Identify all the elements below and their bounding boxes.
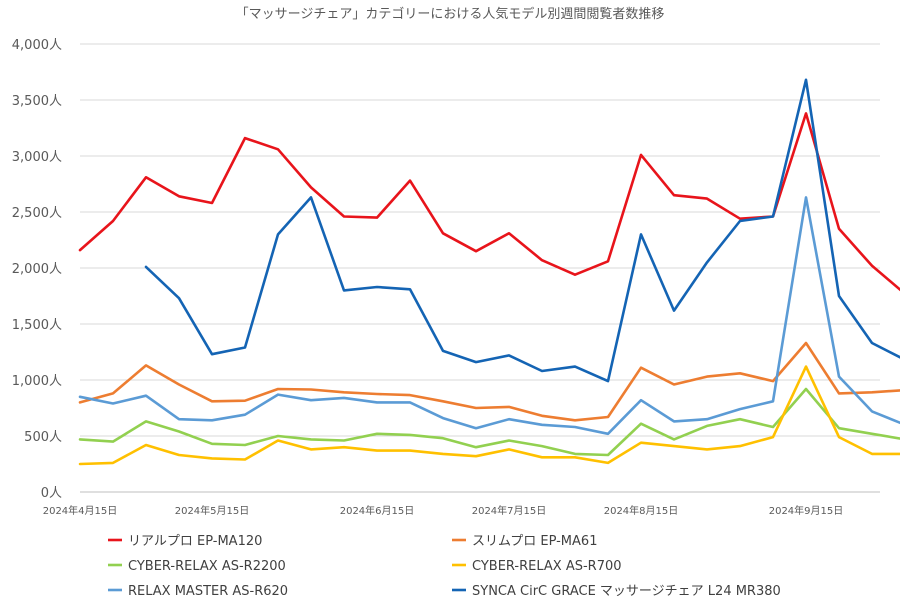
legend-label: リアルプロ EP-MA120 [128, 534, 262, 549]
y-tick-label: 3,000人 [12, 150, 62, 165]
series-line-5 [78, 196, 900, 436]
y-tick-label: 2,500人 [12, 206, 62, 221]
y-tick-label: 1,500人 [12, 318, 62, 333]
legend-label: RELAX MASTER AS-R620 [128, 584, 288, 599]
legend: リアルプロ EP-MA120 スリムプロ EP-MA61 CYBER-RELAX A… [108, 534, 781, 599]
chart-title: 「マッサージチェア」カテゴリーにおける人気モデル別週間閲覧者数推移 [236, 6, 665, 22]
x-tick-label: 2024年8月15日 [604, 504, 679, 517]
gridlines [80, 43, 880, 493]
y-tick-label: 3,500人 [12, 94, 62, 109]
x-tick-label: 2024年6月15日 [340, 504, 415, 517]
x-tick-label: 2024年9月15日 [769, 504, 844, 517]
x-axis-tick-labels: 2024年4月15日 2024年5月15日 2024年6月15日 2024年7月15日… [43, 504, 844, 517]
y-axis-tick-labels: 0人 500人 1,000人 1,500人 2,000人 2,500人 3,000人 3,50… [12, 38, 62, 501]
legend-label: スリムプロ EP-MA61 [472, 534, 597, 549]
y-tick-label: 0人 [41, 486, 62, 501]
y-tick-label: 500人 [24, 430, 62, 445]
legend-label: CYBER-RELAX AS-R2200 [128, 559, 286, 574]
series-line-6 [144, 78, 900, 383]
y-tick-label: 1,000人 [12, 374, 62, 389]
legend-label: SYNCA CirC GRACE マッサージチェア L24 MR380 [472, 584, 781, 599]
x-tick-label: 2024年5月15日 [175, 504, 250, 517]
x-tick-label: 2024年4月15日 [43, 504, 118, 517]
y-tick-label: 2,000人 [12, 262, 62, 277]
series-lines [78, 78, 900, 466]
x-tick-label: 2024年7月15日 [472, 504, 547, 517]
series-line-3 [78, 387, 900, 457]
series-line-4 [78, 365, 900, 466]
y-tick-label: 4,000人 [12, 38, 62, 53]
legend-label: CYBER-RELAX AS-R700 [472, 559, 622, 574]
series-line-2 [78, 341, 900, 422]
